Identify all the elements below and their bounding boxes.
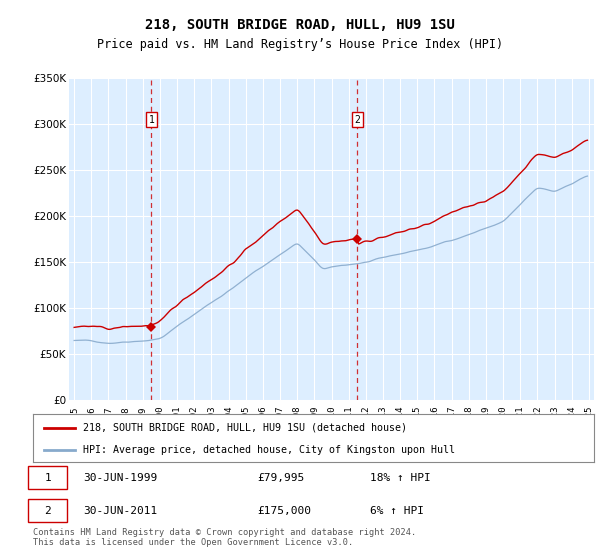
Text: £79,995: £79,995	[257, 473, 305, 483]
Text: 2: 2	[354, 115, 360, 125]
Text: HPI: Average price, detached house, City of Kingston upon Hull: HPI: Average price, detached house, City…	[83, 445, 455, 455]
Text: Contains HM Land Registry data © Crown copyright and database right 2024.
This d: Contains HM Land Registry data © Crown c…	[33, 528, 416, 547]
Text: 1: 1	[44, 473, 51, 483]
Text: 30-JUN-2011: 30-JUN-2011	[83, 506, 158, 516]
Text: 30-JUN-1999: 30-JUN-1999	[83, 473, 158, 483]
FancyBboxPatch shape	[28, 499, 67, 522]
Text: 2: 2	[44, 506, 51, 516]
Text: £175,000: £175,000	[257, 506, 311, 516]
FancyBboxPatch shape	[28, 466, 67, 489]
Text: 218, SOUTH BRIDGE ROAD, HULL, HU9 1SU: 218, SOUTH BRIDGE ROAD, HULL, HU9 1SU	[145, 18, 455, 32]
Text: 1: 1	[148, 115, 154, 125]
Text: Price paid vs. HM Land Registry’s House Price Index (HPI): Price paid vs. HM Land Registry’s House …	[97, 38, 503, 52]
Text: 6% ↑ HPI: 6% ↑ HPI	[370, 506, 424, 516]
Text: 218, SOUTH BRIDGE ROAD, HULL, HU9 1SU (detached house): 218, SOUTH BRIDGE ROAD, HULL, HU9 1SU (d…	[83, 423, 407, 433]
Text: 18% ↑ HPI: 18% ↑ HPI	[370, 473, 430, 483]
